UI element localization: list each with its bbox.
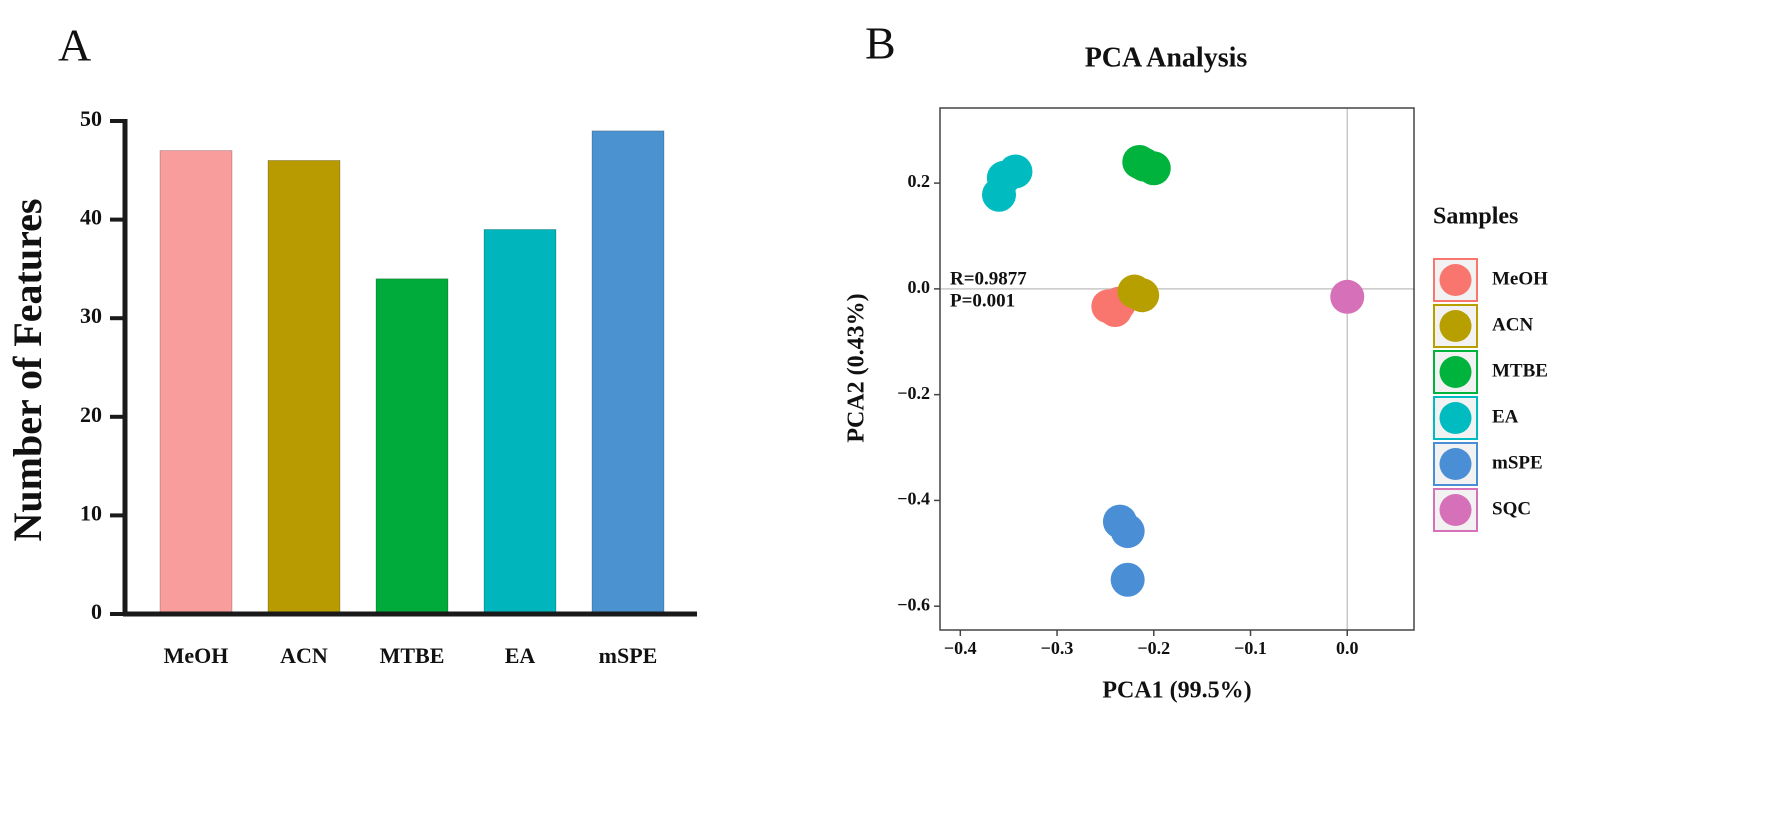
y-axis-title: PCA2 (0.43%) — [844, 293, 870, 442]
x-tick-label: −0.3 — [1041, 638, 1074, 658]
y-tick-label: −0.4 — [897, 489, 930, 509]
x-tick-label: −0.4 — [944, 638, 977, 658]
panel-label: A — [58, 20, 91, 71]
y-tick-label: 10 — [80, 500, 102, 525]
x-tick-label: MTBE — [380, 643, 445, 668]
bar — [483, 229, 557, 615]
legend-label: mSPE — [1492, 452, 1543, 473]
x-tick-label: MeOH — [164, 643, 229, 668]
point — [1110, 562, 1145, 597]
x-tick-label: EA — [505, 643, 536, 668]
legend-marker — [1439, 402, 1472, 434]
legend-label: ACN — [1492, 314, 1533, 335]
legend-marker — [1439, 448, 1472, 480]
bar — [267, 160, 341, 615]
legend-label: MTBE — [1492, 360, 1548, 381]
annotation: R=0.9877 — [950, 268, 1027, 289]
x-tick-label: −0.1 — [1234, 638, 1267, 658]
x-tick-label: ACN — [280, 643, 328, 668]
x-axis-title: PCA1 (99.5%) — [1102, 678, 1251, 704]
chart-title: PCA Analysis — [1085, 42, 1248, 73]
point — [1136, 151, 1171, 186]
y-axis-title: Number of Features — [5, 199, 50, 542]
y-tick-label: 50 — [80, 106, 102, 131]
legend-marker — [1439, 356, 1472, 388]
x-tick-label: mSPE — [599, 643, 658, 668]
y-tick-label: 0.0 — [908, 277, 931, 297]
bar — [375, 278, 449, 615]
legend-marker — [1439, 310, 1472, 342]
y-tick-label: 0 — [91, 599, 102, 624]
bar — [591, 130, 665, 615]
y-tick-label: 0.2 — [908, 171, 931, 191]
legend-label: EA — [1492, 406, 1519, 427]
point — [998, 154, 1033, 189]
legend-label: SQC — [1492, 498, 1531, 519]
point — [1330, 279, 1365, 314]
point — [1110, 514, 1145, 549]
y-tick-label: 40 — [80, 205, 102, 230]
bar — [159, 150, 233, 615]
y-tick-label: −0.2 — [897, 383, 930, 403]
legend-marker — [1439, 264, 1472, 296]
legend-title: Samples — [1433, 204, 1518, 230]
legend-label: MeOH — [1492, 268, 1548, 289]
plot-frame — [939, 107, 1415, 631]
panel-label: B — [865, 18, 896, 69]
x-tick-label: 0.0 — [1336, 638, 1359, 658]
legend-marker — [1439, 494, 1472, 526]
point — [1125, 278, 1160, 313]
y-tick-label: −0.6 — [897, 594, 930, 614]
y-tick-label: 20 — [80, 402, 102, 427]
y-tick-label: 30 — [80, 303, 102, 328]
x-tick-label: −0.2 — [1137, 638, 1170, 658]
annotation: P=0.001 — [950, 290, 1015, 311]
